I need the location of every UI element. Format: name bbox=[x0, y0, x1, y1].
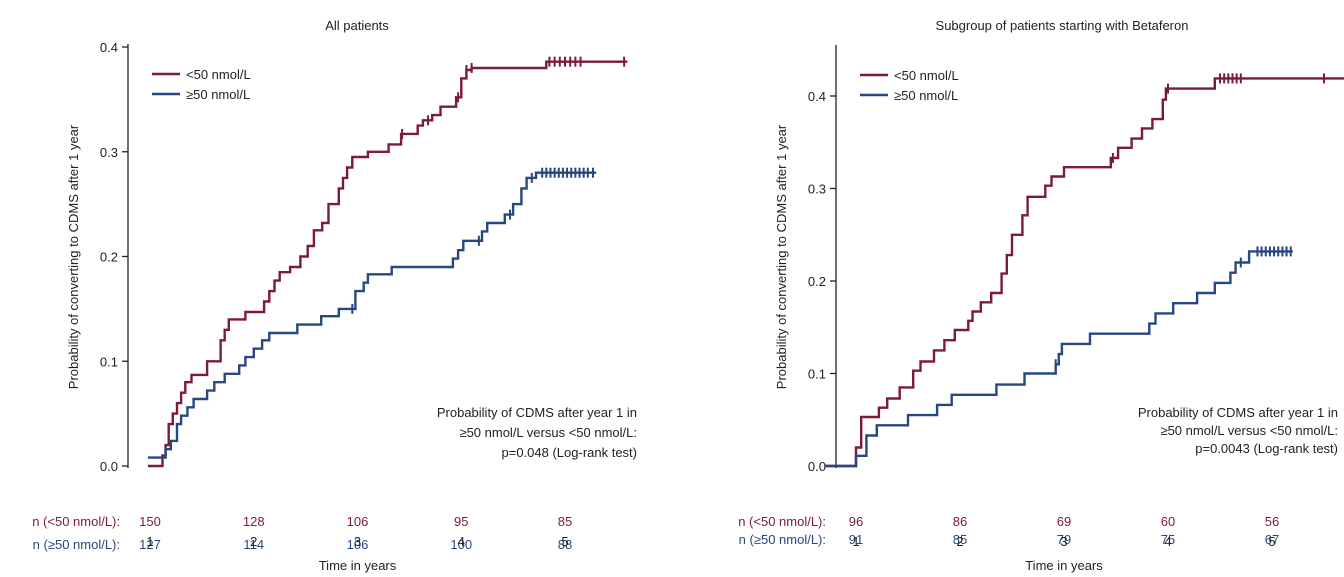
y-tick-label: 0.3 bbox=[808, 182, 826, 197]
risk-row-label: n (<50 nmol/L): bbox=[738, 514, 826, 529]
risk-count: 85 bbox=[953, 532, 967, 547]
km-curve bbox=[147, 60, 628, 468]
risk-count: 114 bbox=[243, 537, 264, 552]
risk-count: 96 bbox=[849, 514, 863, 529]
chart-title: Subgroup of patients starting with Betaf… bbox=[936, 18, 1189, 33]
y-tick-label: 0.4 bbox=[808, 89, 826, 104]
risk-count: 100 bbox=[450, 537, 472, 552]
x-tick-label: 2 bbox=[250, 534, 257, 549]
x-tick-label: 2 bbox=[956, 534, 963, 549]
risk-count: 127 bbox=[139, 537, 161, 552]
y-tick-label: 0.1 bbox=[100, 354, 118, 369]
risk-count: 85 bbox=[558, 514, 572, 529]
y-tick-label: 0.4 bbox=[100, 40, 118, 55]
km-curve bbox=[147, 171, 597, 459]
x-tick-label: 1 bbox=[146, 534, 153, 549]
x-tick-label: 1 bbox=[852, 534, 859, 549]
risk-count: 75 bbox=[1161, 532, 1175, 547]
y-tick-label: 0.3 bbox=[100, 145, 118, 160]
risk-count: 128 bbox=[243, 514, 265, 529]
y-axis-label: Probability of converting to CDMS after … bbox=[66, 124, 81, 389]
x-tick-label: 5 bbox=[1268, 534, 1275, 549]
risk-count: 106 bbox=[347, 514, 369, 529]
x-tick-label: 3 bbox=[1060, 534, 1067, 549]
annotation-line: Probability of CDMS after year 1 in bbox=[437, 405, 637, 420]
x-tick-label: 4 bbox=[458, 534, 465, 549]
x-axis-label: Time in years bbox=[319, 558, 397, 573]
legend-label: <50 nmol/L bbox=[186, 67, 251, 82]
risk-row-label: n (≥50 nmol/L): bbox=[33, 537, 120, 552]
x-tick-label: 5 bbox=[561, 534, 568, 549]
legend-label: ≥50 nmol/L bbox=[894, 88, 958, 103]
risk-count: 56 bbox=[1265, 514, 1279, 529]
x-tick-label: 3 bbox=[354, 534, 361, 549]
y-tick-label: 0.0 bbox=[808, 459, 826, 474]
risk-count: 88 bbox=[558, 537, 572, 552]
y-tick-label: 0.1 bbox=[808, 367, 826, 382]
risk-count: 91 bbox=[849, 532, 863, 547]
risk-count: 150 bbox=[139, 514, 161, 529]
annotation-line: ≥50 nmol/L versus <50 nmol/L: bbox=[1160, 423, 1338, 438]
chart-panel-1: All patients 0.0 0.1 0.2 0.3 0.4 Probability o… bbox=[32, 18, 637, 573]
chart-panel-2: Subgroup of patients starting with Betaf… bbox=[738, 18, 1344, 573]
y-axis-label: Probability of converting to CDMS after … bbox=[774, 124, 789, 389]
risk-count: 79 bbox=[1057, 532, 1071, 547]
risk-row-label: n (<50 nmol/L): bbox=[32, 514, 120, 529]
chart-title: All patients bbox=[325, 18, 389, 33]
km-curve bbox=[824, 250, 1293, 468]
risk-count: 106 bbox=[347, 537, 369, 552]
risk-count: 86 bbox=[953, 514, 967, 529]
legend-label: <50 nmol/L bbox=[894, 68, 959, 83]
annotation-line: p=0.0043 (Log-rank test) bbox=[1195, 441, 1338, 456]
x-axis-label: Time in years bbox=[1025, 558, 1103, 573]
y-tick-label: 0.2 bbox=[808, 274, 826, 289]
risk-row-label: n (≥50 nmol/L): bbox=[739, 532, 826, 547]
x-tick-label: 4 bbox=[1164, 534, 1171, 549]
risk-count: 60 bbox=[1161, 514, 1175, 529]
km-curve bbox=[824, 77, 1344, 468]
annotation-line: Probability of CDMS after year 1 in bbox=[1138, 405, 1338, 420]
risk-count: 69 bbox=[1057, 514, 1071, 529]
y-tick-label: 0.2 bbox=[100, 250, 118, 265]
risk-count: 95 bbox=[454, 514, 468, 529]
annotation-line: p=0.048 (Log-rank test) bbox=[502, 445, 638, 460]
legend-label: ≥50 nmol/L bbox=[186, 87, 250, 102]
annotation-line: ≥50 nmol/L versus <50 nmol/L: bbox=[459, 425, 637, 440]
y-tick-label: 0.0 bbox=[100, 459, 118, 474]
risk-count: 67 bbox=[1265, 532, 1279, 547]
